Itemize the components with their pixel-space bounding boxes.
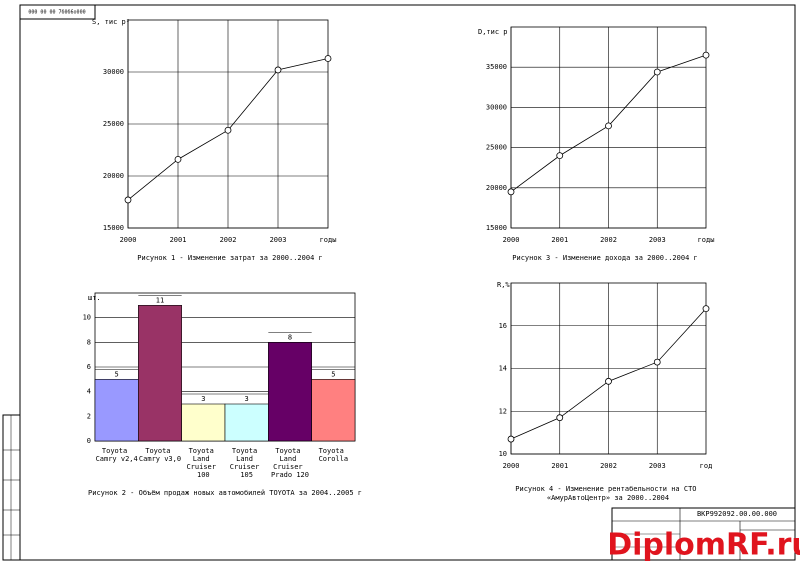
y-tick-label: 10 [499, 450, 507, 458]
value-label: 3 [245, 395, 249, 403]
y-tick-label: 14 [499, 365, 507, 373]
data-point [507, 188, 515, 196]
data-point [702, 51, 710, 59]
caption: Рисунок 1 - Изменение затрат за 2000..20… [137, 254, 322, 262]
plot-frame [510, 26, 707, 229]
title-block: ВКР992092.00.00.000 [611, 507, 796, 561]
x-tick-label: 2001 [170, 236, 187, 244]
y-axis-label: S, тис р² [92, 18, 130, 26]
y-tick-label: 20000 [103, 172, 124, 180]
x-tick-label: 2001 [551, 236, 568, 244]
x-tick-label: 2003 [649, 236, 666, 244]
caption: Рисунок 2 - Объём продаж новых автомобил… [88, 489, 362, 497]
value-label: 5 [115, 370, 119, 378]
x-tick-label: Toyota Land Cruiser Prado 120 [271, 447, 309, 479]
data-point [653, 68, 661, 76]
x-tick-label: Toyota Corolla [319, 447, 349, 463]
x-tick-label: 2002 [220, 236, 237, 244]
x-tick-label: 2002 [600, 236, 617, 244]
y-tick-label: 30000 [103, 68, 124, 76]
data-point [224, 126, 232, 134]
side-stamp-box [2, 414, 21, 561]
data-point [653, 358, 661, 366]
y-tick-label: 16 [499, 322, 507, 330]
caption: Рисунок 3 - Изменение дохода за 2000..20… [512, 254, 697, 262]
bar [138, 305, 182, 442]
data-point [605, 377, 612, 385]
data-point [556, 414, 564, 422]
chart: 10 12 14 16 2000 2001 2002 2003 год R,% Рисунок 4 … [497, 281, 712, 502]
y-tick-label: 0 [87, 437, 91, 445]
stamp: 000 00 00 7б0б6о000 [28, 9, 85, 16]
bar [268, 342, 312, 442]
data-point [702, 305, 710, 313]
data-point [605, 122, 612, 130]
data-point [507, 435, 515, 443]
y-tick-label: 25000 [103, 120, 124, 128]
y-axis-label: R,% [497, 281, 510, 289]
x-tick-label: 2001 [551, 462, 568, 470]
chart: 15000 20000 25000 30000 2000 2001 2002 2003 годы… [92, 18, 336, 262]
x-tick-label: 2000 [503, 462, 520, 470]
data-point [174, 155, 182, 163]
x-tick-label: 2000 [120, 236, 137, 244]
bar [181, 403, 226, 442]
x-tick-label: Toyota Camry v3,0 [139, 447, 181, 463]
caption: Рисунок 4 - Изменение рентабельности на … [515, 485, 700, 502]
value-label: 3 [201, 395, 205, 403]
x-tick-label: 2003 [649, 462, 666, 470]
data-point [324, 55, 332, 62]
x-axis-label: годы [698, 236, 715, 244]
x-tick-label: Toyota Camry v2,4 [96, 447, 138, 463]
y-tick-label: 12 [499, 407, 507, 415]
data-point [556, 152, 564, 160]
x-axis-label: годы [320, 236, 337, 244]
y-tick-label: 4 [87, 388, 91, 396]
y-tick-label: 10 [83, 314, 91, 322]
value-label: 11 [156, 296, 164, 304]
bar [311, 379, 356, 442]
y-tick-label: 30000 [486, 103, 507, 111]
y-tick-label: 15000 [103, 224, 124, 232]
y-tick-label: 35000 [486, 63, 507, 71]
y-tick-label: 15000 [486, 224, 507, 232]
data-point [124, 196, 132, 204]
x-tick-label: 2000 [503, 236, 520, 244]
plot-frame [510, 282, 707, 455]
chart: 15000 20000 25000 30000 35000 2000 2001 2002 200… [478, 26, 715, 262]
data-point [274, 66, 282, 74]
y-axis-label: D,тис р [478, 28, 508, 36]
side-stamp [2, 414, 21, 561]
y-tick-label: 20000 [486, 184, 507, 192]
x-tick-label: Toyota Land Cruiser 100 [186, 447, 220, 479]
x-axis-label: год [700, 462, 713, 470]
x-tick-label: Toyota Land Cruiser 105 [230, 447, 264, 479]
x-tick-label: 2002 [600, 462, 617, 470]
value-label: 5 [331, 370, 335, 378]
bar [94, 379, 139, 442]
sheet-frame [19, 4, 796, 561]
bar [224, 403, 269, 442]
y-tick-label: 25000 [486, 144, 507, 152]
y-axis-label: шт. [88, 294, 101, 302]
watermark: DiplomRF.ru [607, 528, 800, 563]
doc-code: ВКР992092.00.00.000 [697, 510, 777, 518]
y-tick-label: 6 [87, 363, 91, 371]
stamp-box [19, 4, 96, 20]
y-tick-label: 2 [87, 412, 91, 420]
y-tick-label: 8 [87, 338, 91, 346]
chart: 0 2 4 6 8 10 5 Toyota Camry v2,4 11 Toyota Camry … [83, 292, 362, 497]
value-label: 8 [288, 333, 292, 341]
plot-frame [127, 19, 329, 229]
x-tick-label: 2003 [270, 236, 287, 244]
